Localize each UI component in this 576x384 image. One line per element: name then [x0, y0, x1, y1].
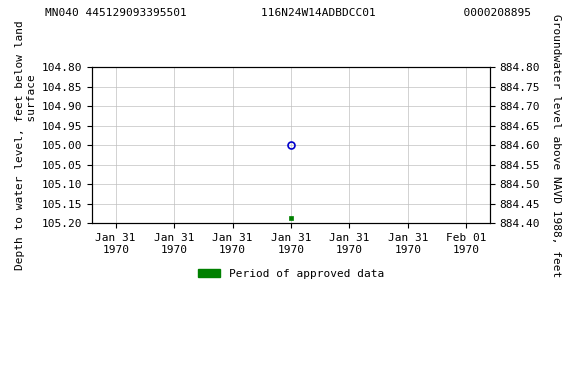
- Text: MN040 445129093395501           116N24W14ADBDCC01             0000208895: MN040 445129093395501 116N24W14ADBDCC01 …: [45, 8, 531, 18]
- Legend: Period of approved data: Period of approved data: [194, 265, 389, 284]
- Y-axis label: Groundwater level above NAVD 1988, feet: Groundwater level above NAVD 1988, feet: [551, 14, 561, 277]
- Y-axis label: Depth to water level, feet below land
              surface: Depth to water level, feet below land su…: [15, 20, 37, 270]
